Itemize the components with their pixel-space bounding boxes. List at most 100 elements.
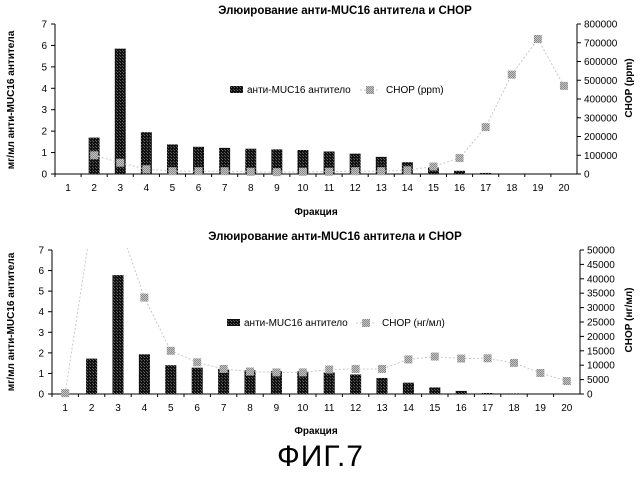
x-tick-label: 13 bbox=[376, 403, 388, 414]
line-point bbox=[193, 358, 201, 366]
x-tick-label: 10 bbox=[297, 183, 309, 194]
y2-tick-label: 40000 bbox=[587, 274, 615, 285]
y2-axis-title: CHOP (ppm) bbox=[624, 58, 635, 117]
line-point bbox=[195, 167, 203, 175]
y2-tick-label: 30000 bbox=[587, 303, 615, 314]
line-point bbox=[456, 154, 464, 162]
bar bbox=[86, 359, 97, 394]
y2-tick-label: 45000 bbox=[587, 260, 615, 271]
x-axis-title: Фракция bbox=[294, 426, 338, 437]
bar bbox=[429, 387, 440, 394]
legend: анти-MUC16 антитело CHOP (ppm) bbox=[230, 85, 444, 96]
line-point bbox=[404, 355, 412, 363]
line-point bbox=[563, 377, 571, 385]
x-axis-title: Фракция bbox=[294, 207, 338, 218]
x-tick-label: 20 bbox=[558, 183, 570, 194]
y-tick-label: 1 bbox=[38, 369, 44, 380]
x-tick-label: 3 bbox=[115, 403, 121, 414]
bar bbox=[376, 378, 387, 394]
line-point bbox=[247, 168, 255, 176]
line-point bbox=[273, 168, 281, 176]
line-point bbox=[457, 355, 465, 363]
line-point bbox=[377, 167, 385, 175]
legend-label-bar: анти-MUC16 антитело bbox=[244, 318, 348, 329]
line-point bbox=[431, 353, 439, 361]
x-tick-label: 2 bbox=[89, 403, 95, 414]
y2-tick-label: 0 bbox=[587, 390, 593, 401]
legend-label-line: CHOP (нг/мл) bbox=[382, 318, 445, 329]
y2-axis-title: CHOP (нг/мл) bbox=[624, 288, 635, 353]
line-point bbox=[167, 347, 175, 355]
y-tick-label: 4 bbox=[41, 84, 47, 95]
line-point bbox=[536, 369, 544, 377]
y-tick-label: 2 bbox=[41, 127, 47, 138]
y2-tick-label: 50000 bbox=[587, 246, 615, 257]
bar bbox=[482, 393, 493, 394]
x-tick-label: 19 bbox=[535, 403, 547, 414]
line-point bbox=[482, 123, 490, 131]
line-point bbox=[484, 354, 492, 362]
x-tick-label: 19 bbox=[532, 183, 544, 194]
line-point bbox=[90, 151, 98, 159]
x-tick-label: 11 bbox=[324, 183, 335, 194]
y-tick-label: 2 bbox=[38, 348, 44, 359]
line-point bbox=[510, 359, 518, 367]
y2-tick-label: 100000 bbox=[584, 151, 618, 162]
line-point bbox=[325, 168, 333, 176]
y-tick-label: 6 bbox=[41, 41, 47, 52]
y-tick-label: 5 bbox=[38, 287, 44, 298]
y2-tick-label: 500000 bbox=[584, 76, 618, 87]
line-point bbox=[378, 365, 386, 373]
line-point bbox=[221, 167, 229, 175]
y-tick-label: 6 bbox=[38, 266, 44, 277]
line-point bbox=[272, 368, 280, 376]
x-tick-label: 4 bbox=[144, 183, 150, 194]
bar bbox=[350, 374, 361, 394]
y-tick-label: 4 bbox=[38, 307, 44, 318]
x-tick-label: 1 bbox=[65, 183, 71, 194]
y-tick-label: 1 bbox=[41, 148, 47, 159]
line-point bbox=[352, 365, 360, 373]
y2-tick-label: 35000 bbox=[587, 289, 615, 300]
line-point bbox=[299, 168, 307, 176]
bar bbox=[403, 383, 414, 394]
line-point bbox=[142, 165, 150, 173]
legend-label-line: CHOP (ppm) bbox=[386, 85, 444, 96]
line-point bbox=[534, 35, 542, 43]
line-point bbox=[429, 163, 437, 171]
x-tick-label: 14 bbox=[402, 183, 414, 194]
x-tick-label: 11 bbox=[324, 403, 335, 414]
chart-bottom: Элюирование анти-MUC16 антитела и CHOP Ф… bbox=[6, 221, 635, 437]
y-tick-label: 5 bbox=[41, 62, 47, 73]
line-point bbox=[220, 365, 228, 373]
line-point bbox=[299, 368, 307, 376]
legend-swatch-bar bbox=[227, 319, 240, 326]
legend-swatch-marker bbox=[362, 319, 370, 327]
x-tick-label: 15 bbox=[428, 183, 440, 194]
x-tick-label: 9 bbox=[274, 183, 280, 194]
bar bbox=[165, 365, 176, 394]
x-tick-label: 6 bbox=[196, 183, 202, 194]
bar bbox=[480, 173, 491, 174]
x-tick-label: 4 bbox=[142, 403, 148, 414]
x-tick-label: 10 bbox=[297, 403, 309, 414]
x-tick-label: 9 bbox=[274, 403, 280, 414]
x-tick-label: 12 bbox=[350, 403, 362, 414]
chart-title: Элюирование анти-MUC16 антитела и CHOP bbox=[208, 231, 462, 243]
x-tick-label: 17 bbox=[480, 183, 492, 194]
y2-tick-label: 5000 bbox=[587, 375, 610, 386]
x-tick-label: 13 bbox=[376, 183, 388, 194]
y2-tick-label: 700000 bbox=[584, 38, 618, 49]
bar bbox=[115, 49, 126, 174]
x-tick-label: 16 bbox=[456, 403, 468, 414]
line-point bbox=[246, 368, 254, 376]
y2-tick-label: 300000 bbox=[584, 113, 618, 124]
chart-top: Элюирование анти-MUC16 антитела и CHOP Ф… bbox=[6, 5, 635, 218]
x-tick-label: 15 bbox=[429, 403, 441, 414]
y-axis-title: мг/мл анти-MUC16 антитела bbox=[6, 30, 17, 169]
y2-tick-label: 400000 bbox=[584, 95, 618, 106]
y2-tick-label: 10000 bbox=[587, 361, 615, 372]
chart-title: Элюирование анти-MUC16 антитела и CHOP bbox=[218, 5, 472, 17]
bar bbox=[456, 391, 467, 394]
